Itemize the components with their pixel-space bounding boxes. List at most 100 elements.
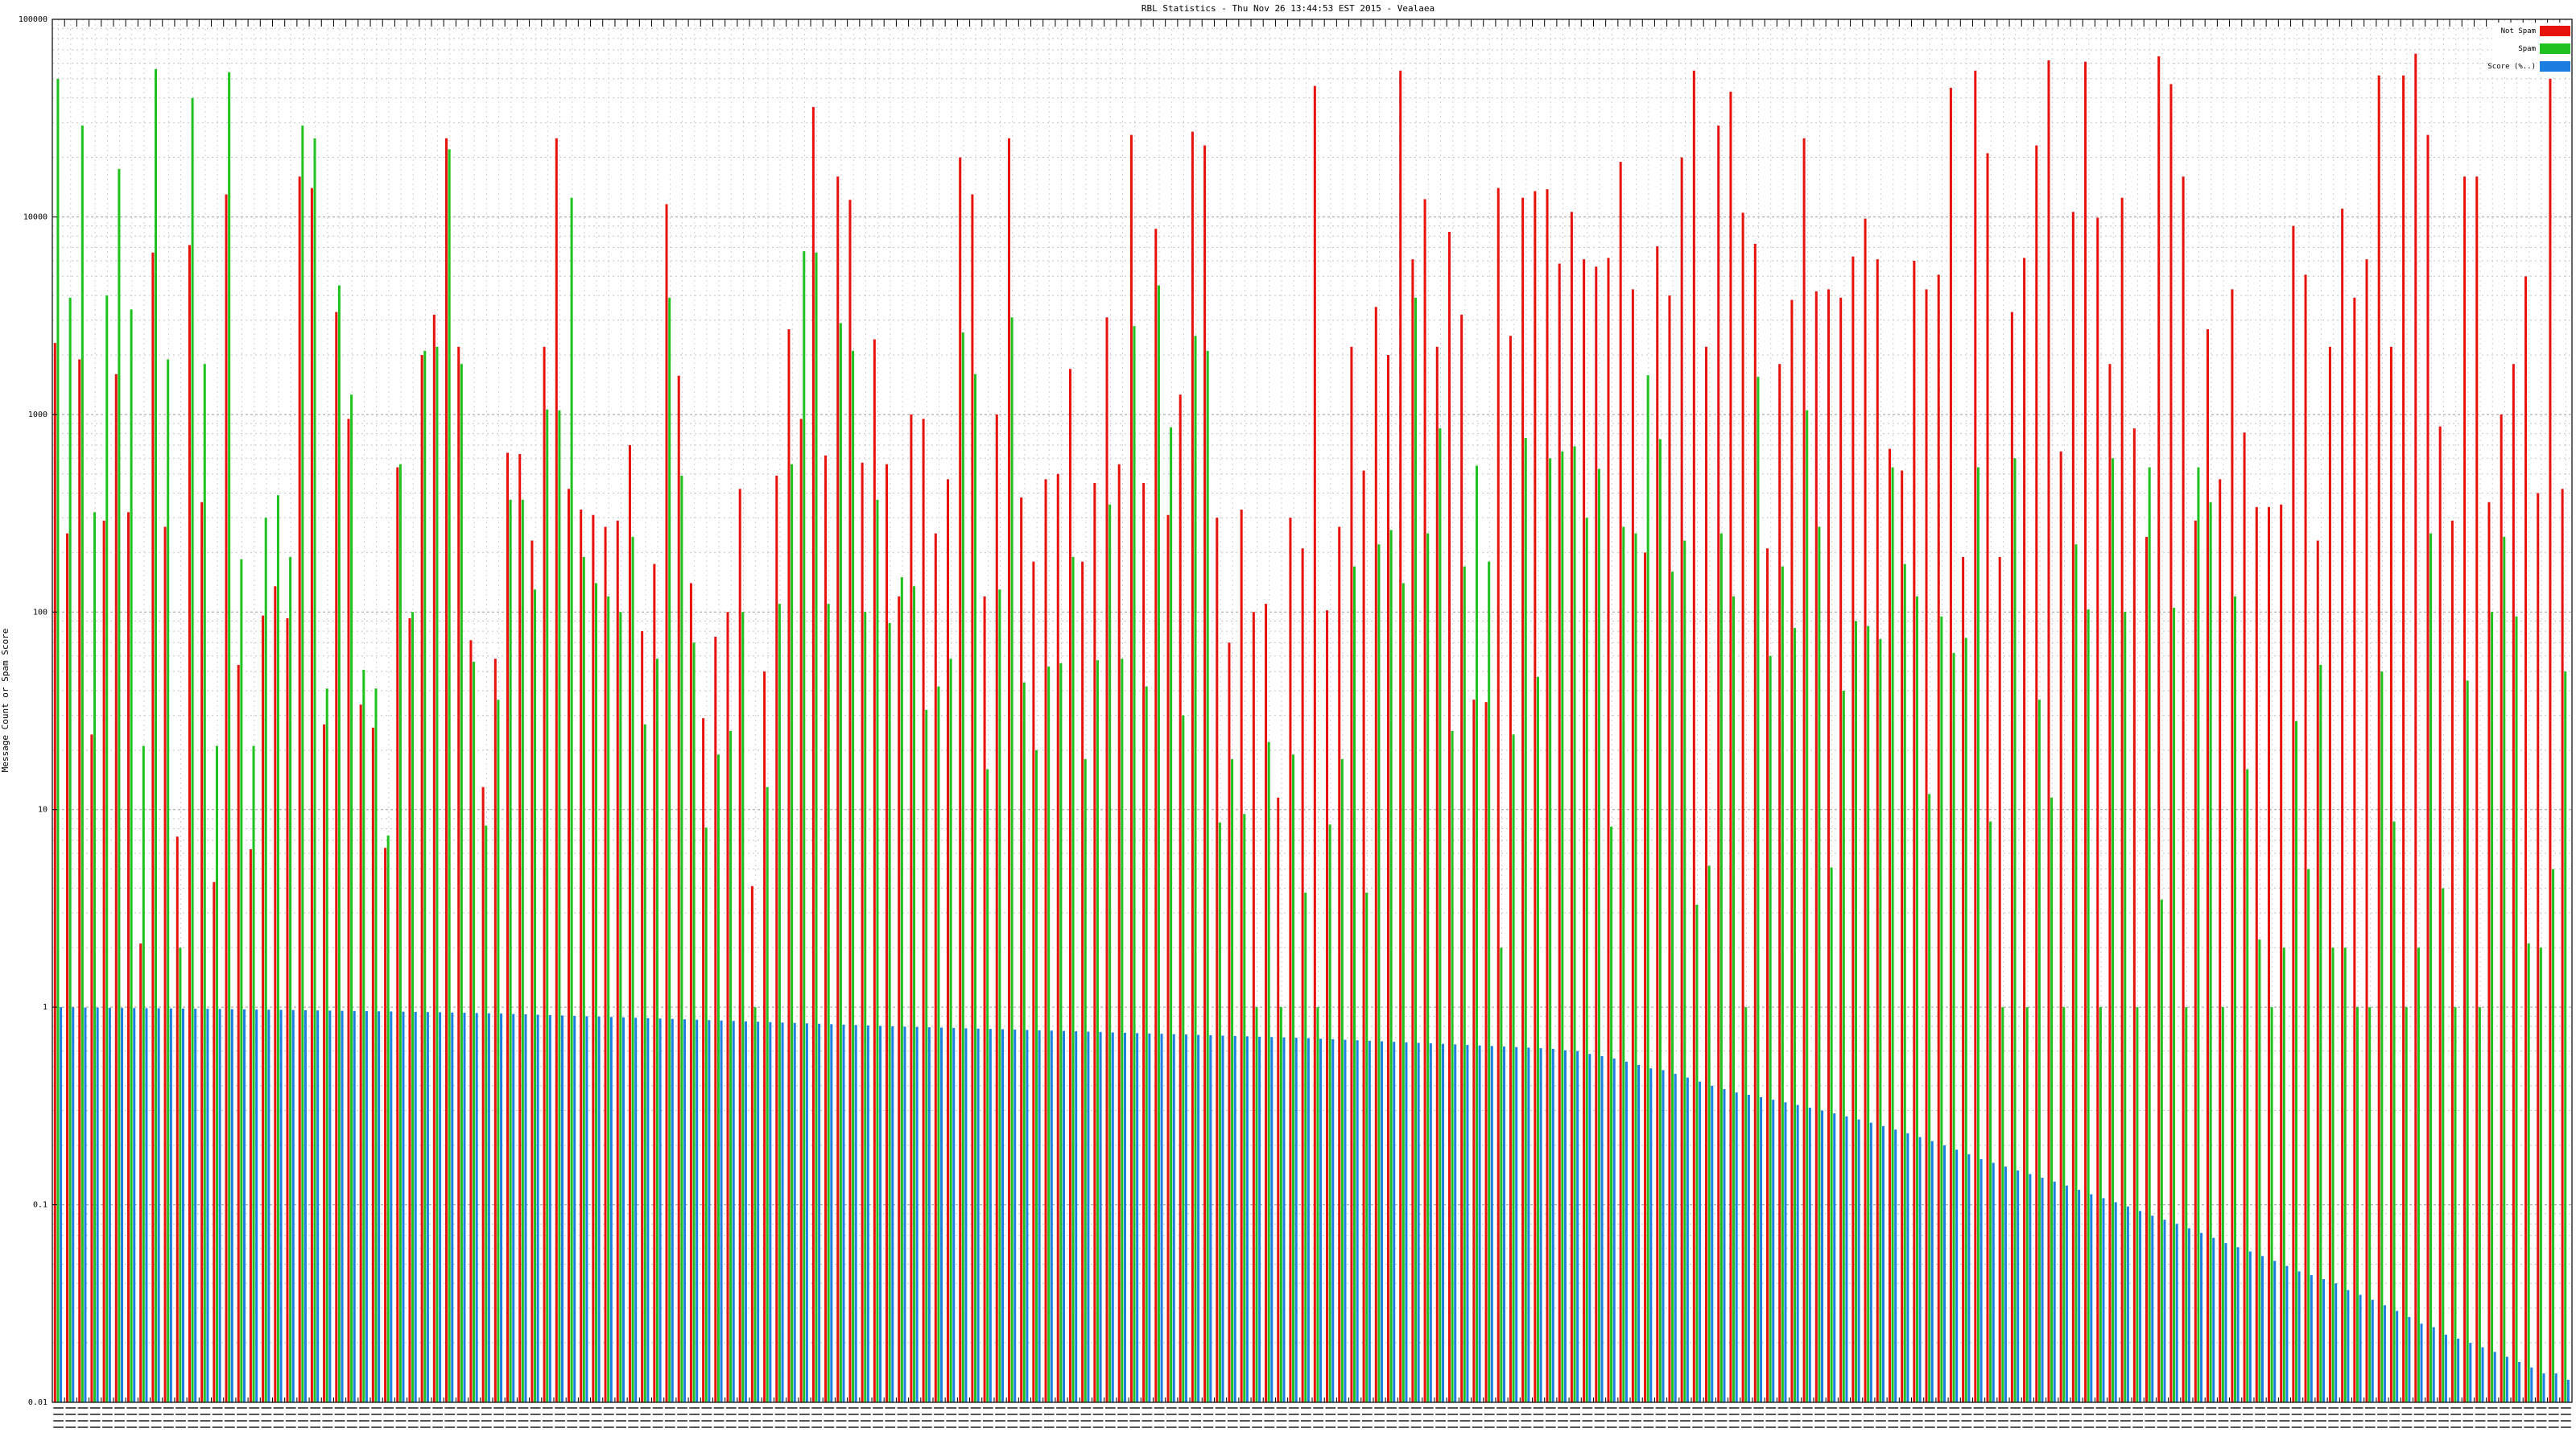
non-spam-bar	[1717, 125, 1720, 1403]
score-bar	[696, 1019, 699, 1402]
spam-bar	[252, 745, 255, 1402]
x-tick-label-glyphs	[2377, 1414, 2388, 1415]
x-tick-label-glyphs	[909, 1420, 920, 1422]
x-tick-label-glyphs	[1741, 1426, 1752, 1428]
y-axis-label: Message Count or Spam Score	[0, 629, 10, 773]
spam-bar	[93, 512, 97, 1402]
spam-bar	[607, 596, 610, 1402]
x-tick-label-glyphs	[1655, 1426, 1666, 1428]
x-tick-label-glyphs	[836, 1407, 847, 1409]
spam-bar	[1683, 540, 1686, 1403]
x-tick-label-glyphs	[2022, 1407, 2033, 1409]
x-tick-label-glyphs	[1753, 1414, 1764, 1415]
x-tick-label-glyphs	[2046, 1407, 2058, 1409]
x-tick-label-glyphs	[506, 1420, 517, 1422]
x-tick-label-glyphs	[1141, 1426, 1153, 1428]
non-spam-bar	[616, 520, 619, 1402]
x-tick-label-glyphs	[481, 1414, 492, 1415]
spam-bar	[1389, 530, 1393, 1402]
x-tick-label-glyphs	[1092, 1407, 1104, 1409]
score-bar	[1930, 1141, 1934, 1402]
x-tick-label-glyphs	[1558, 1426, 1568, 1428]
non-spam-bar	[1496, 188, 1500, 1402]
x-tick-label-glyphs	[1313, 1407, 1323, 1409]
x-tick-label-glyphs	[1949, 1426, 1960, 1428]
x-tick-label-glyphs	[249, 1414, 260, 1415]
score-bar	[1001, 1029, 1005, 1402]
x-tick-label-glyphs	[1802, 1426, 1813, 1428]
x-tick-label-glyphs	[1252, 1414, 1263, 1415]
x-tick-label-glyphs	[2561, 1426, 2571, 1428]
x-tick-label-glyphs	[786, 1407, 798, 1409]
x-tick-label-glyphs	[885, 1420, 896, 1422]
spam-bar	[142, 745, 145, 1402]
score-bar	[524, 1014, 527, 1402]
x-tick-label-glyphs	[836, 1414, 847, 1415]
score-bar	[1233, 1035, 1236, 1402]
x-tick-label-glyphs	[774, 1407, 786, 1409]
x-tick-label-glyphs	[2120, 1420, 2131, 1422]
y-tick-label: 100000	[19, 15, 47, 24]
spam-bar	[1610, 826, 1613, 1402]
x-tick-label-glyphs	[2034, 1414, 2046, 1415]
spam-bar	[1854, 621, 1858, 1402]
non-spam-bar	[2035, 145, 2038, 1402]
non-spam-bar	[1399, 70, 1402, 1402]
non-spam-bar	[1472, 700, 1476, 1402]
x-tick-label-glyphs	[346, 1407, 357, 1409]
x-tick-label-glyphs	[2524, 1414, 2535, 1415]
spam-bar	[668, 297, 671, 1403]
spam-bar	[2429, 533, 2433, 1402]
x-tick-label-glyphs	[2450, 1420, 2462, 1422]
x-tick-label-glyphs	[861, 1407, 871, 1409]
x-tick-label-glyphs	[456, 1426, 468, 1428]
x-tick-label-glyphs	[444, 1407, 456, 1409]
spam-bar	[1451, 731, 1454, 1402]
legend-label: Not Spam	[2501, 27, 2536, 35]
spam-bar	[753, 1007, 757, 1402]
spam-bar	[1757, 377, 1760, 1403]
x-tick-label-glyphs	[200, 1420, 211, 1422]
x-tick-label-glyphs	[310, 1407, 321, 1409]
spam-bar	[1194, 336, 1197, 1402]
x-tick-label-glyphs	[1240, 1414, 1250, 1415]
x-tick-label-glyphs	[1692, 1414, 1703, 1415]
x-tick-label-glyphs	[1839, 1407, 1850, 1409]
non-spam-bar	[126, 512, 130, 1402]
x-tick-label-glyphs	[481, 1420, 492, 1422]
x-tick-label-glyphs	[2316, 1407, 2326, 1409]
spam-bar	[1769, 655, 1772, 1402]
spam-bar	[1328, 824, 1331, 1402]
x-tick-label-glyphs	[2328, 1407, 2339, 1409]
non-spam-bar	[2549, 78, 2552, 1403]
x-tick-label-glyphs	[2157, 1420, 2168, 1422]
x-tick-label-glyphs	[2182, 1414, 2192, 1415]
non-spam-bar	[1595, 266, 1598, 1402]
spam-bar	[1585, 518, 1588, 1402]
x-tick-label-glyphs	[1582, 1414, 1593, 1415]
score-bar	[1955, 1150, 1959, 1402]
x-tick-label-glyphs	[1716, 1407, 1728, 1409]
spam-bar	[570, 197, 573, 1403]
score-bar	[1686, 1077, 1689, 1402]
x-tick-label-glyphs	[2132, 1420, 2143, 1422]
non-spam-bar	[2023, 258, 2026, 1402]
non-spam-bar	[1558, 263, 1561, 1402]
x-tick-label-glyphs	[774, 1414, 786, 1415]
x-tick-label-glyphs	[1117, 1420, 1128, 1422]
x-tick-label-glyphs	[1301, 1420, 1311, 1422]
x-tick-label-glyphs	[1631, 1420, 1642, 1422]
score-bar	[1062, 1030, 1065, 1402]
spam-bar	[546, 409, 549, 1402]
spam-bar	[2037, 700, 2041, 1402]
score-bar	[1282, 1037, 1286, 1402]
x-tick-label-glyphs	[1704, 1426, 1715, 1428]
non-spam-bar	[824, 455, 828, 1402]
x-tick-label-glyphs	[420, 1426, 431, 1428]
x-tick-label-glyphs	[53, 1426, 64, 1428]
x-tick-label-glyphs	[786, 1426, 798, 1428]
x-tick-label-glyphs	[1521, 1426, 1532, 1428]
x-tick-label-glyphs	[2401, 1426, 2413, 1428]
x-tick-label-glyphs	[2169, 1414, 2180, 1415]
